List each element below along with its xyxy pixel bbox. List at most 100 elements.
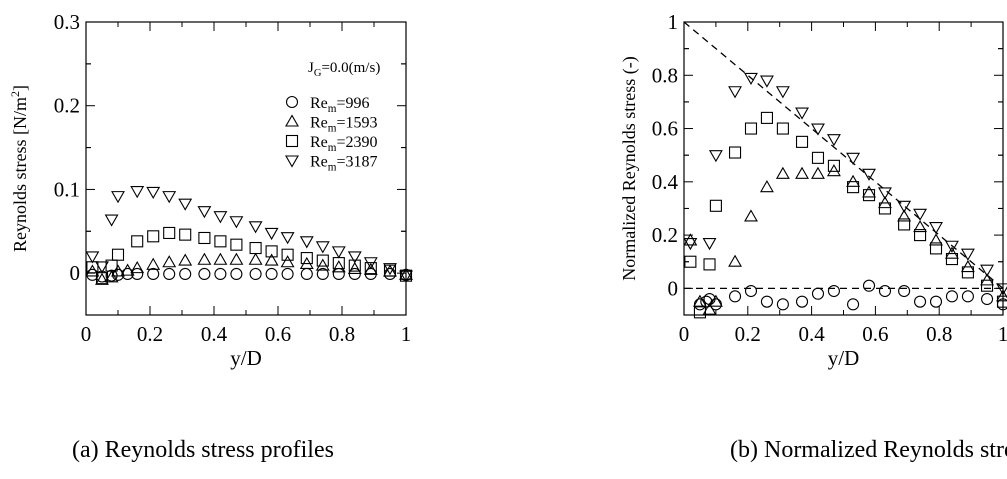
x-tick-label: 0.2 — [735, 322, 761, 346]
data-point-triangle-down — [383, 263, 397, 276]
figure-caption: (b) Normalized Reynolds stress pro — [730, 437, 1007, 463]
data-point-circle — [811, 287, 825, 300]
gas-velocity-annotation: JG=0.0(m/s) — [308, 60, 380, 79]
data-point-triangle-up — [897, 209, 912, 222]
data-point-square — [703, 258, 716, 271]
data-point-triangle-up — [862, 185, 876, 198]
data-point-square — [980, 279, 994, 292]
y-tick-label: 0.6 — [652, 117, 678, 141]
data-point-triangle-down — [980, 264, 994, 277]
x-axis-label: y/D — [230, 346, 262, 370]
data-point-triangle-down — [759, 75, 774, 88]
x-tick-label: 0.2 — [137, 322, 163, 346]
data-point-triangle-up — [347, 261, 362, 275]
data-point-circle — [332, 267, 345, 281]
data-point-triangle-down — [862, 168, 876, 181]
data-point-triangle-up — [693, 294, 707, 307]
series-triangle-down — [683, 72, 1007, 296]
data-point-triangle-down — [111, 191, 125, 204]
data-point-square — [230, 238, 243, 251]
data-point-triangle-down — [728, 86, 742, 99]
data-point-triangle-up — [280, 255, 295, 268]
y-tick-label: 0.4 — [652, 170, 679, 194]
data-point-square — [147, 230, 160, 243]
series-triangle-down — [85, 186, 413, 283]
data-point-triangle-up — [95, 272, 109, 285]
data-point-triangle-down — [347, 251, 362, 264]
data-point-triangle-up — [248, 252, 263, 265]
x-tick-label: 0.8 — [329, 322, 355, 346]
data-point-square — [776, 122, 789, 135]
data-point-square — [795, 135, 809, 148]
data-point-triangle-up — [826, 164, 841, 177]
data-point-circle — [700, 295, 713, 308]
data-point-triangle-down — [913, 208, 928, 221]
x-tick-label: 1 — [998, 322, 1007, 346]
data-point-square — [847, 181, 860, 194]
data-point-triangle-up — [363, 262, 378, 275]
data-point-circle — [214, 267, 227, 281]
data-point-triangle-up — [728, 254, 742, 267]
data-point-triangle-up — [929, 233, 943, 246]
data-point-triangle-down — [702, 238, 717, 251]
y-axis-label: Normalized Reynolds stress (-) — [619, 56, 640, 280]
x-tick-label: 1 — [401, 322, 412, 346]
data-point-triangle-down — [130, 186, 145, 199]
data-point-triangle-up — [104, 270, 119, 283]
data-point-circle — [776, 298, 789, 311]
data-point-square — [878, 202, 892, 215]
data-point-square — [693, 306, 707, 319]
data-point-triangle-down — [846, 152, 861, 165]
reference-line — [683, 21, 1004, 289]
data-point-circle — [179, 267, 192, 281]
data-point-triangle-down — [744, 72, 758, 86]
data-point-triangle-up — [130, 261, 145, 274]
data-point-square — [709, 199, 722, 212]
data-point-circle — [147, 267, 160, 281]
data-point-square — [760, 111, 773, 124]
plot-frame — [683, 21, 1004, 316]
data-point-triangle-down — [363, 257, 378, 270]
y-axis-label: Reynolds stress [N/m2] — [8, 85, 30, 252]
data-point-triangle-down — [299, 236, 314, 249]
data-point-triangle-down — [775, 86, 790, 99]
data-point-triangle-down — [683, 238, 698, 251]
legend-marker-triangle-down — [285, 155, 299, 168]
data-point-triangle-up — [331, 260, 346, 273]
data-point-circle — [847, 298, 860, 311]
series-square — [684, 111, 1007, 319]
data-point-square — [811, 151, 825, 164]
y-tick-label: 0 — [70, 261, 81, 285]
data-point-circle — [827, 284, 840, 298]
panel-b-normalized-reynolds-stress: 0 0.2 0.4 0.6 0.8 1 0 0.2 0.4 0.6 0.8 1 y/D Normalize… — [619, 10, 1007, 463]
data-point-triangle-up — [85, 264, 100, 277]
y-tick-label: 0.2 — [652, 223, 678, 247]
data-point-triangle-up — [120, 263, 135, 276]
data-point-square — [383, 264, 397, 277]
data-point-triangle-down — [178, 198, 193, 211]
data-point-triangle-up — [846, 174, 861, 187]
data-point-triangle-down — [213, 211, 228, 224]
data-point-circle — [198, 267, 211, 281]
data-point-circle — [316, 267, 329, 281]
data-point-circle — [929, 295, 943, 308]
y-tick-label: 1 — [668, 10, 679, 34]
data-point-circle — [795, 295, 809, 308]
x-axis-label: y/D — [828, 346, 860, 370]
data-point-square — [281, 248, 294, 261]
data-point-triangle-down — [929, 222, 943, 235]
data-point-circle — [249, 267, 262, 281]
legend-label: Rem=1593 — [310, 115, 378, 135]
data-point-triangle-down — [826, 134, 841, 147]
data-point-circle — [163, 267, 176, 281]
data-point-triangle-up — [980, 273, 994, 286]
data-point-square — [265, 245, 278, 258]
data-point-square — [744, 122, 758, 135]
data-point-triangle-up — [178, 253, 193, 266]
data-point-square — [684, 255, 697, 268]
data-point-circle — [878, 284, 892, 298]
data-point-square — [929, 242, 943, 255]
data-point-square — [914, 229, 927, 242]
figure-caption: (a) Reynolds stress profiles — [72, 437, 334, 463]
